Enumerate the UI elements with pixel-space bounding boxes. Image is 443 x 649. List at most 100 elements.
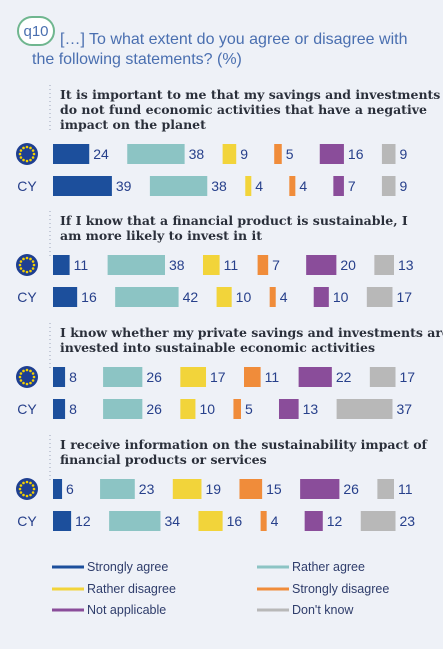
bar-segment-strongly-agree	[53, 479, 63, 499]
statement-text: invested into sustainable economic activ…	[60, 340, 375, 355]
value-label: 38	[169, 257, 185, 273]
bar-segment-rather-disagree	[216, 287, 232, 307]
value-label: 24	[93, 146, 109, 162]
statement-text: financial products or services	[60, 452, 267, 467]
statement-group: I receive information on the sustainabil…	[17, 435, 429, 531]
bar-segment-rather-agree	[100, 479, 135, 499]
value-label: 15	[266, 481, 282, 497]
bar-segment-strongly-agree	[53, 511, 72, 531]
svg-text:Don't know: Don't know	[292, 603, 354, 617]
bar-segment-strongly-disagree	[244, 367, 261, 387]
eu-flag-icon	[16, 478, 38, 500]
value-label: 8	[69, 401, 77, 417]
statement-text: am more likely to invest in it	[60, 228, 262, 243]
bar-segment-dont-know	[369, 367, 396, 387]
value-label: 7	[348, 178, 356, 194]
value-label: 22	[336, 369, 352, 385]
value-label: 16	[348, 146, 364, 162]
value-label: 19	[205, 481, 221, 497]
bar-segment-rather-disagree	[172, 479, 202, 499]
bar-segment-rather-agree	[107, 255, 165, 275]
value-label: 10	[236, 289, 252, 305]
bar-segment-not-applicable	[298, 367, 332, 387]
value-label: 9	[400, 178, 408, 194]
value-label: 38	[189, 146, 205, 162]
value-label: 37	[396, 401, 412, 417]
value-label: 20	[340, 257, 356, 273]
value-label: 10	[333, 289, 349, 305]
bar-segment-dont-know	[381, 144, 396, 164]
bar-segment-strongly-agree	[53, 367, 66, 387]
value-label: 11	[398, 481, 413, 497]
value-label: 11	[224, 257, 239, 273]
bar-segment-strongly-disagree	[257, 255, 269, 275]
eu-flag-icon	[16, 366, 38, 388]
value-label: 26	[146, 401, 162, 417]
value-label: 12	[327, 513, 343, 529]
legend-item-strongly-disagree: Strongly disagree	[257, 582, 389, 596]
value-label: 6	[66, 481, 74, 497]
value-label: 4	[271, 513, 279, 529]
bar-segment-strongly-disagree	[274, 144, 282, 164]
value-label: 16	[81, 289, 97, 305]
country-label: CY	[17, 178, 37, 194]
eu-flag-icon	[16, 143, 38, 165]
bar-segment-rather-disagree	[180, 367, 207, 387]
value-label: 11	[265, 369, 280, 385]
bar-segment-rather-disagree	[202, 255, 220, 275]
eu-flag-icon	[16, 254, 38, 276]
bar-segment-dont-know	[381, 176, 396, 196]
bar-segment-strongly-agree	[53, 255, 70, 275]
value-label: 42	[183, 289, 199, 305]
bar-segment-rather-disagree	[198, 511, 223, 531]
bar-segment-strongly-disagree	[269, 287, 276, 307]
bar-segment-dont-know	[377, 479, 394, 499]
bar-segment-not-applicable	[306, 255, 337, 275]
bar-segment-strongly-disagree	[233, 399, 241, 419]
bar-segment-rather-agree	[149, 176, 208, 196]
value-label: 17	[210, 369, 226, 385]
bar-segment-not-applicable	[300, 479, 340, 499]
value-label: 17	[400, 369, 416, 385]
bar-segment-rather-agree	[115, 287, 179, 307]
statement-text: I know whether my private savings and in…	[60, 325, 443, 340]
value-label: 4	[299, 178, 307, 194]
value-label: 26	[146, 369, 162, 385]
value-label: 4	[280, 289, 288, 305]
svg-text:Strongly agree: Strongly agree	[87, 560, 168, 574]
value-label: 4	[255, 178, 263, 194]
bar-segment-strongly-disagree	[239, 479, 263, 499]
bar-segment-strongly-agree	[53, 176, 112, 196]
statement-text: impact on the planet	[60, 117, 206, 132]
bar-segment-rather-disagree	[180, 399, 196, 419]
statement-text: If I know that a financial product is su…	[60, 213, 408, 228]
value-label: 23	[400, 513, 416, 529]
question-number-badge: q10	[17, 16, 55, 46]
legend-item-not-applicable: Not applicable	[52, 603, 166, 617]
bar-segment-rather-agree	[127, 144, 185, 164]
value-label: 10	[199, 401, 215, 417]
bar-segment-dont-know	[360, 511, 396, 531]
value-label: 17	[396, 289, 412, 305]
value-label: 26	[343, 481, 359, 497]
svg-text:Rather disagree: Rather disagree	[87, 582, 176, 596]
statement-text: I receive information on the sustainabil…	[60, 437, 429, 452]
statement-text: It is important to me that my savings an…	[60, 87, 440, 102]
bar-segment-not-applicable	[313, 287, 329, 307]
value-label: 9	[400, 146, 408, 162]
legend-item-rather-disagree: Rather disagree	[52, 582, 176, 596]
value-label: 39	[116, 178, 132, 194]
bar-segment-rather-disagree	[222, 144, 237, 164]
bar-segment-dont-know	[336, 399, 393, 419]
bar-segment-strongly-agree	[53, 287, 78, 307]
bar-segment-rather-agree	[109, 511, 161, 531]
legend-item-rather-agree: Rather agree	[257, 560, 365, 574]
country-label: CY	[17, 289, 37, 305]
value-label: 9	[240, 146, 248, 162]
svg-text:Not applicable: Not applicable	[87, 603, 166, 617]
bar-segment-strongly-agree	[53, 399, 66, 419]
statement-group: I know whether my private savings and in…	[17, 323, 443, 419]
bar-segment-strongly-disagree	[260, 511, 267, 531]
statement-text: do not fund economic activities that hav…	[60, 102, 427, 117]
